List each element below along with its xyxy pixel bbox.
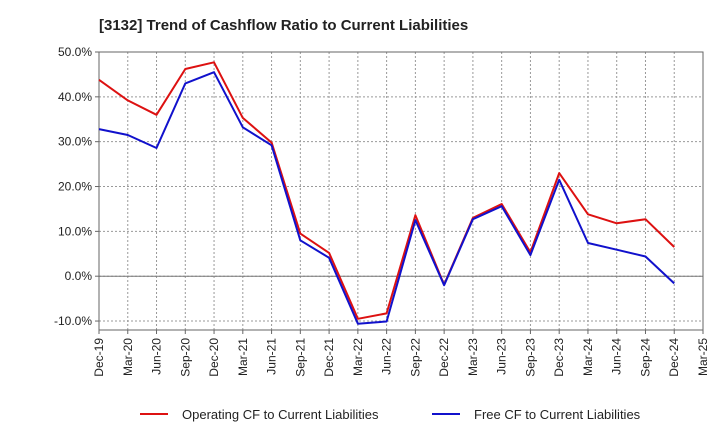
grid-lines <box>98 51 704 330</box>
legend: Operating CF to Current Liabilities Free … <box>140 407 641 422</box>
y-tick-label: 10.0% <box>58 224 92 238</box>
x-tick-label: Jun-22 <box>380 338 394 375</box>
chart-title: [3132] Trend of Cashflow Ratio to Curren… <box>99 17 468 34</box>
x-tick-label: Sep-20 <box>178 338 192 377</box>
y-tick-label: 30.0% <box>58 135 92 149</box>
x-tick-label: Mar-24 <box>581 338 595 376</box>
x-tick-label: Sep-23 <box>523 338 537 377</box>
x-axis: Dec-19 Mar-20 Jun-20 Sep-20 Dec-20 Mar-21 Jun-… <box>92 330 710 377</box>
legend-label: Free CF to Current Liabilities <box>474 407 641 422</box>
y-tick-label: 0.0% <box>65 269 93 283</box>
y-tick-label: 40.0% <box>58 90 92 104</box>
y-axis: -10.0% 0.0% 10.0% 20.0% 30.0% 40.0% 50.0% <box>54 45 99 328</box>
x-tick-label: Mar-20 <box>121 338 135 376</box>
y-tick-label: 50.0% <box>58 45 92 59</box>
x-tick-label: Dec-21 <box>322 338 336 377</box>
x-tick-label: Sep-21 <box>293 338 307 377</box>
series-lines <box>98 61 675 325</box>
x-tick-label: Dec-22 <box>437 338 451 377</box>
x-tick-label: Sep-24 <box>638 338 652 377</box>
series-line-2 <box>98 71 675 325</box>
x-tick-label: Mar-21 <box>236 338 250 376</box>
legend-label: Operating CF to Current Liabilities <box>182 407 379 422</box>
x-tick-label: Dec-19 <box>92 338 106 377</box>
x-tick-label: Jun-20 <box>150 338 164 375</box>
plot-area <box>98 51 704 331</box>
x-tick-label: Jun-24 <box>610 338 624 375</box>
x-tick-label: Mar-25 <box>696 338 710 376</box>
y-tick-label: -10.0% <box>54 314 92 328</box>
x-tick-label: Jun-23 <box>495 338 509 375</box>
legend-item-2: Free CF to Current Liabilities <box>432 407 641 422</box>
x-tick-label: Dec-24 <box>667 338 681 377</box>
legend-item-1: Operating CF to Current Liabilities <box>140 407 379 422</box>
x-tick-label: Dec-20 <box>207 338 221 377</box>
y-tick-label: 20.0% <box>58 180 92 194</box>
series-line-1 <box>98 61 675 320</box>
x-tick-label: Mar-22 <box>351 338 365 376</box>
x-tick-label: Dec-23 <box>552 338 566 377</box>
x-tick-label: Sep-22 <box>408 338 422 377</box>
x-tick-label: Jun-21 <box>265 338 279 375</box>
x-tick-label: Mar-23 <box>466 338 480 376</box>
